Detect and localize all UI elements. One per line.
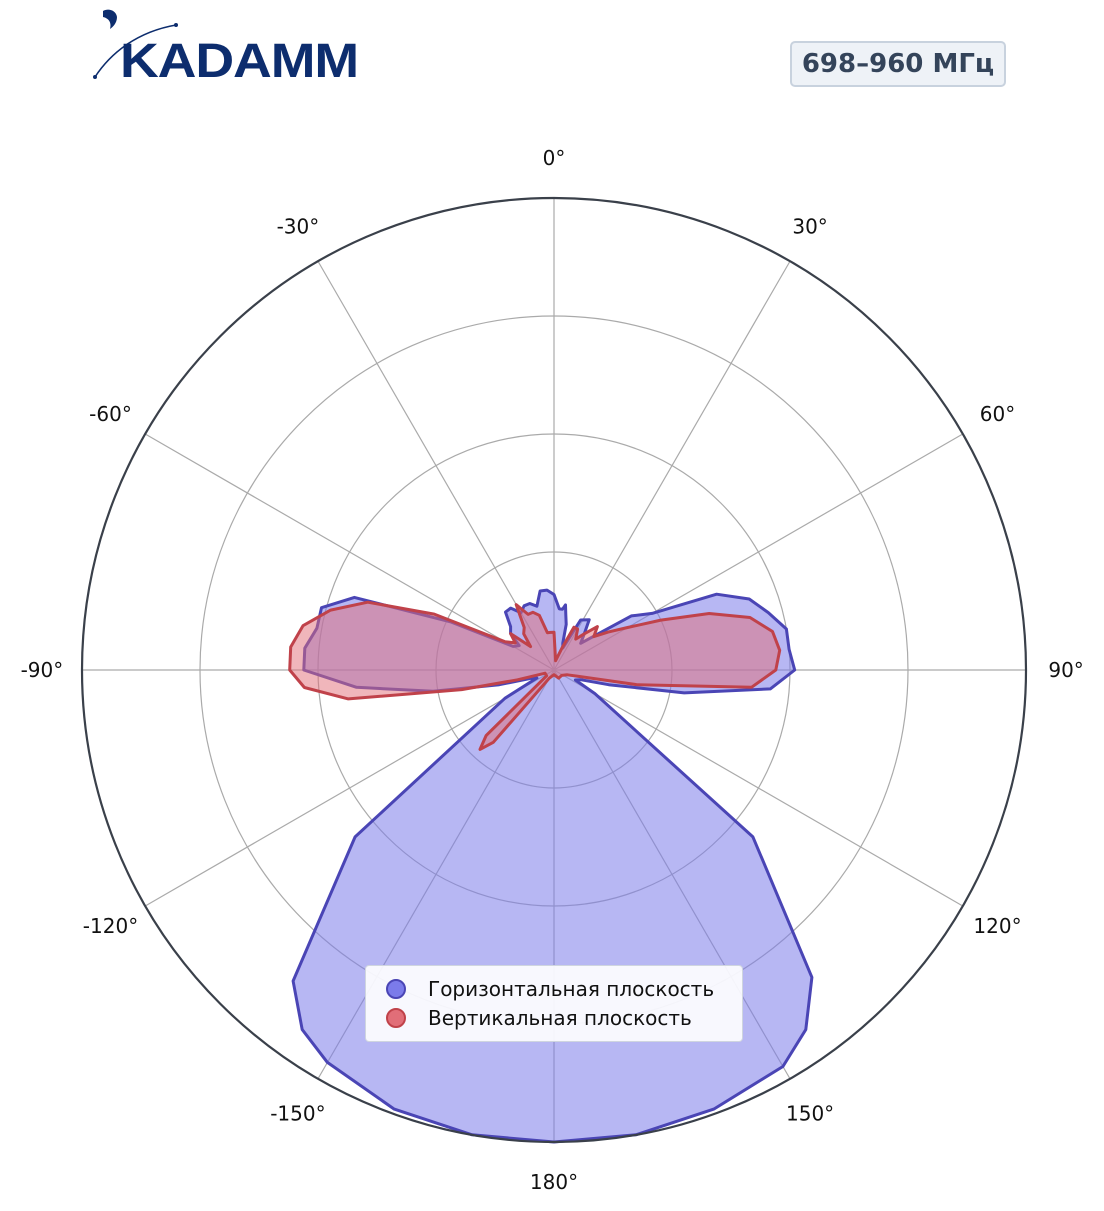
legend-marker-horizontal xyxy=(386,978,406,999)
angle-tick-label--150: -150° xyxy=(270,1102,325,1126)
legend-item-vertical: Вертикальная плоскость xyxy=(386,1003,742,1032)
logo-dot-right xyxy=(174,23,178,27)
angle-tick-label-60: 60° xyxy=(980,402,1015,426)
angle-gridline-120 xyxy=(553,669,964,907)
angle-tick-label-90: 90° xyxy=(1048,658,1083,682)
outer-ring-layer xyxy=(80,196,1028,1144)
series-vertical-pattern xyxy=(288,600,782,751)
frequency-badge: 698–960 МГц xyxy=(790,41,1006,87)
legend-marker-vertical xyxy=(386,1007,406,1028)
legend-label-vertical: Вертикальная плоскость xyxy=(428,1005,692,1030)
angle-tick-label-180: 180° xyxy=(530,1170,578,1194)
logo-leaf-shape xyxy=(103,9,117,29)
series-layer xyxy=(288,588,814,1144)
angle-tick-label--90: -90° xyxy=(21,658,64,682)
kadamm-logo: KADAMM xyxy=(86,8,376,88)
legend-item-horizontal: Горизонтальная плоскость xyxy=(386,974,742,1003)
angle-gridline--30 xyxy=(317,260,555,671)
logo-wordmark: KADAMM xyxy=(120,35,358,88)
angle-tick-label-30: 30° xyxy=(792,215,827,239)
angle-tick-label-150: 150° xyxy=(786,1102,834,1126)
angle-tick-label--60: -60° xyxy=(89,402,132,426)
legend-label-horizontal: Горизонтальная плоскость xyxy=(428,976,715,1001)
angle-labels: 0° 30° 60° 90° 120° 150° 180° -150° -120° -90° -60… xyxy=(21,146,1084,1194)
angle-tick-label-120: 120° xyxy=(973,914,1021,938)
angle-tick-label-0: 0° xyxy=(543,146,566,170)
angle-tick-label--120: -120° xyxy=(83,914,138,938)
logo-dot-left xyxy=(93,75,97,79)
logo-graphic: KADAMM xyxy=(93,9,359,88)
angle-gridline--120 xyxy=(144,669,555,907)
outer-ring xyxy=(80,196,1028,1144)
legend: Горизонтальная плоскость Вертикальная пл… xyxy=(365,965,743,1042)
angle-gridline-30 xyxy=(553,260,791,671)
angle-tick-label--30: -30° xyxy=(277,215,320,239)
angle-gridline--60 xyxy=(144,433,555,671)
logo-swoosh xyxy=(94,24,177,78)
